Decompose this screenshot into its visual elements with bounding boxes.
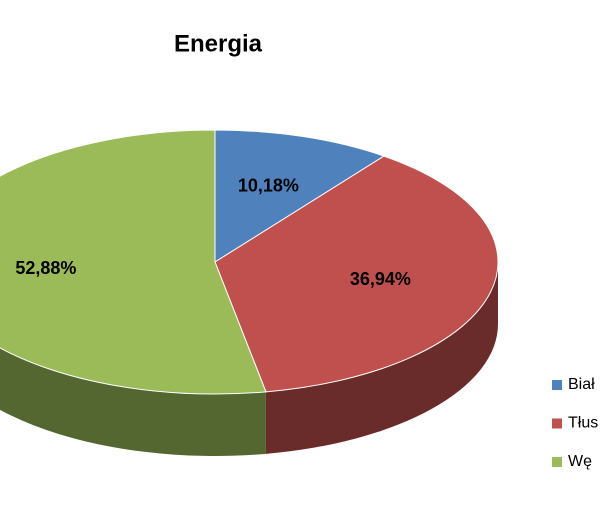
- pie-side: [265, 262, 498, 454]
- value-label: 10,18%: [238, 176, 299, 196]
- pie-tops: [0, 129, 499, 395]
- value-label: 36,94%: [350, 269, 411, 289]
- pie-slice: [214, 129, 386, 263]
- legend-swatch: [552, 380, 562, 390]
- legend-swatch: [552, 418, 562, 429]
- legend-label: Tłus: [568, 415, 598, 432]
- legend: Biał Tłus Wę: [552, 376, 598, 470]
- chart-title: Energia: [174, 30, 263, 57]
- legend-label: Wę: [568, 453, 592, 470]
- pie-slice: [0, 129, 267, 395]
- pie-slice: [214, 155, 499, 393]
- value-label: 52,88%: [15, 258, 76, 278]
- legend-swatch: [552, 457, 562, 467]
- value-labels: 10,18% 36,94% 52,88%: [15, 176, 411, 289]
- legend-label: Biał: [568, 376, 595, 393]
